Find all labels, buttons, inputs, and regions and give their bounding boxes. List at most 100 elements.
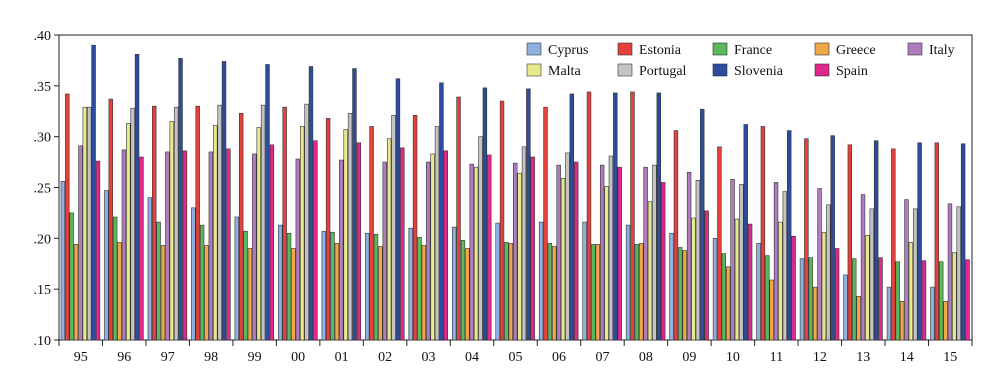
bar-estonia-09 (673, 130, 679, 341)
bar-italy-08 (643, 166, 648, 341)
bar-cyprus-13 (843, 274, 848, 341)
bar-france-95 (69, 212, 74, 341)
x-tick-label: 13 (856, 350, 870, 365)
bar-slovenia-98 (221, 61, 227, 341)
bar-estonia-14 (891, 148, 896, 341)
bar-spain-13 (878, 257, 883, 341)
bar-greece-99 (247, 248, 253, 341)
legend-swatch-malta (526, 63, 542, 77)
bar-cyprus-08 (625, 224, 631, 341)
bar-italy-15 (947, 203, 953, 341)
bar-spain-06 (574, 161, 579, 341)
bar-portugal-95 (87, 106, 92, 341)
bar-malta-14 (908, 242, 914, 341)
legend-label-slovenia: Slovenia (734, 64, 784, 79)
bar-estonia-03 (412, 115, 418, 341)
x-tick-label: 99 (248, 350, 262, 365)
bar-italy-11 (773, 182, 779, 341)
legend-label-italy: Italy (929, 43, 955, 58)
bar-estonia-04 (456, 96, 461, 341)
x-tick-label: 02 (378, 350, 392, 365)
bar-portugal-11 (782, 191, 788, 341)
bar-malta-97 (169, 121, 174, 341)
bar-estonia-15 (934, 142, 939, 341)
bar-portugal-96 (130, 107, 135, 341)
bar-portugal-98 (217, 104, 222, 341)
bar-portugal-10 (739, 184, 744, 341)
bar-france-06 (547, 243, 553, 341)
bar-portugal-00 (304, 103, 309, 341)
bar-italy-04 (469, 163, 474, 341)
bar-estonia-01 (325, 118, 331, 341)
bar-malta-06 (560, 178, 566, 341)
bar-portugal-04 (478, 136, 483, 341)
bar-malta-03 (430, 153, 435, 341)
x-tick-label: 15 (943, 350, 957, 365)
bar-cyprus-06 (538, 221, 544, 341)
bar-cyprus-97 (147, 197, 153, 341)
bar-greece-03 (421, 245, 427, 341)
bar-estonia-99 (238, 112, 244, 341)
bar-italy-00 (295, 158, 301, 341)
legend-label-portugal: Portugal (639, 64, 687, 79)
bar-france-02 (373, 233, 379, 341)
bar-slovenia-96 (134, 54, 140, 341)
bar-italy-06 (556, 164, 561, 341)
x-tick-label: 14 (900, 350, 914, 365)
bar-malta-08 (647, 201, 653, 341)
bar-greece-95 (73, 244, 79, 341)
bar-italy-01 (339, 159, 344, 341)
bar-cyprus-95 (60, 181, 66, 341)
legend-label-greece: Greece (836, 43, 876, 58)
bar-greece-02 (378, 246, 383, 341)
bar-italy-99 (252, 153, 257, 341)
x-tick-label: 11 (770, 350, 783, 365)
bar-estonia-08 (630, 91, 635, 341)
bar-italy-02 (382, 161, 387, 341)
bar-greece-12 (812, 286, 818, 341)
bar-slovenia-12 (830, 135, 835, 341)
bar-estonia-97 (152, 105, 157, 341)
bar-spain-03 (443, 150, 448, 341)
bar-estonia-10 (717, 146, 722, 341)
bar-cyprus-14 (886, 286, 892, 341)
bar-portugal-12 (826, 204, 831, 341)
bar-france-13 (852, 258, 857, 341)
bar-cyprus-00 (278, 224, 283, 341)
bar-slovenia-13 (873, 140, 879, 341)
bar-italy-03 (426, 161, 431, 341)
bar-cyprus-09 (669, 232, 674, 341)
y-axis: .10 .15 .20 .25 .30 .35 .40 (34, 29, 59, 349)
x-tick-label: 12 (813, 350, 827, 365)
bar-france-99 (243, 230, 248, 341)
y-tick-label: .40 (34, 29, 52, 44)
bar-italy-98 (208, 151, 214, 341)
bar-france-01 (330, 231, 335, 341)
bar-spain-12 (834, 248, 840, 341)
x-tick-label: 03 (422, 350, 436, 365)
bar-greece-00 (291, 248, 296, 341)
bar-italy-97 (165, 151, 170, 341)
y-tick-label: .30 (34, 131, 52, 146)
bar-estonia-96 (108, 98, 113, 341)
x-tick-label: 96 (117, 350, 131, 365)
bar-italy-12 (817, 188, 822, 341)
bar-cyprus-01 (321, 230, 326, 341)
bar-malta-01 (343, 129, 348, 341)
bar-spain-95 (95, 160, 101, 341)
bar-slovenia-00 (308, 66, 314, 341)
bar-france-12 (808, 257, 813, 341)
x-tick-label: 95 (74, 350, 88, 365)
bar-spain-11 (791, 236, 796, 341)
bar-estonia-07 (586, 91, 592, 341)
bar-malta-09 (691, 217, 696, 341)
bar-estonia-98 (195, 105, 200, 341)
bar-estonia-13 (847, 144, 853, 341)
bar-portugal-02 (391, 115, 396, 341)
x-tick-label: 98 (204, 350, 218, 365)
bar-spain-02 (400, 147, 405, 341)
bar-france-09 (678, 247, 683, 341)
bar-slovenia-07 (613, 92, 618, 341)
